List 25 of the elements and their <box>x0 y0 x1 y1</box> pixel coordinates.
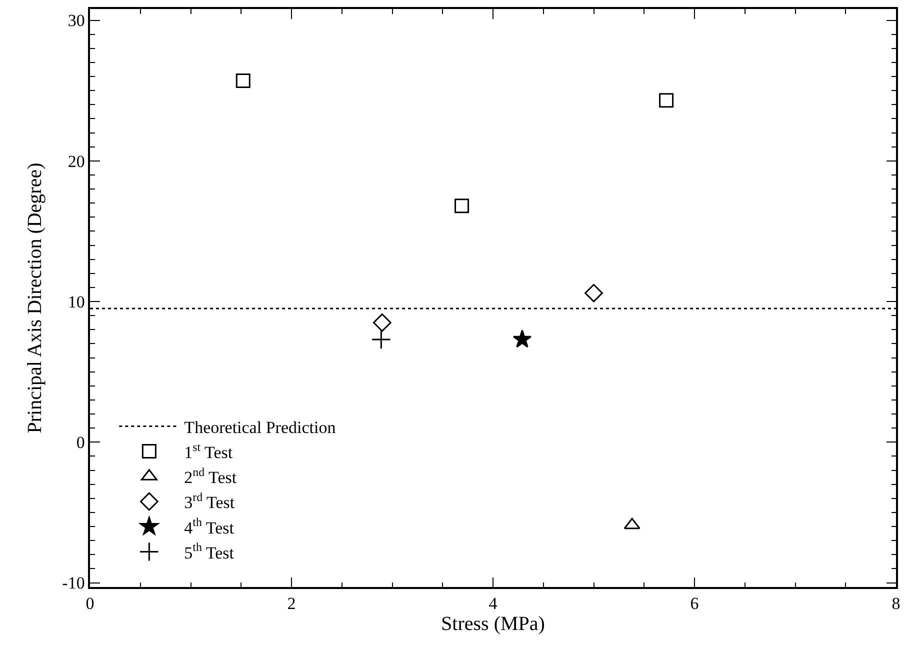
x-tick-label: 6 <box>690 594 699 614</box>
point <box>371 330 392 350</box>
y-tick-label: 0 <box>76 433 85 452</box>
y-tick-label: -10 <box>62 574 85 593</box>
legend-label: 3$^{rd}$ Test <box>184 490 235 512</box>
y-axis-title: Principal Axis Direction (Degree) <box>24 162 46 434</box>
point <box>236 73 250 88</box>
point <box>624 518 640 530</box>
y-tick-label: 20 <box>68 152 85 171</box>
point <box>659 93 674 108</box>
y-tick-label: 30 <box>68 11 85 30</box>
legend-label: 4$^{th}$ Test <box>184 515 234 538</box>
x-axis-title: Stress (MPa) <box>441 613 545 636</box>
legend-label: Theoretical Prediction <box>184 418 336 437</box>
point <box>512 330 532 348</box>
legend-label: 2$^{nd}$ Test <box>184 464 237 488</box>
x-tick-label: 4 <box>488 594 498 614</box>
point <box>454 198 470 214</box>
legend-label: 1$^{st}$ Test <box>184 440 233 462</box>
point <box>584 284 603 302</box>
legend-label: 5$^{th}$ Test <box>184 540 234 562</box>
point <box>372 313 392 332</box>
x-tick-label: 8 <box>892 594 900 614</box>
y-tick-label: 10 <box>68 292 85 312</box>
x-tick-label: 2 <box>287 594 296 614</box>
